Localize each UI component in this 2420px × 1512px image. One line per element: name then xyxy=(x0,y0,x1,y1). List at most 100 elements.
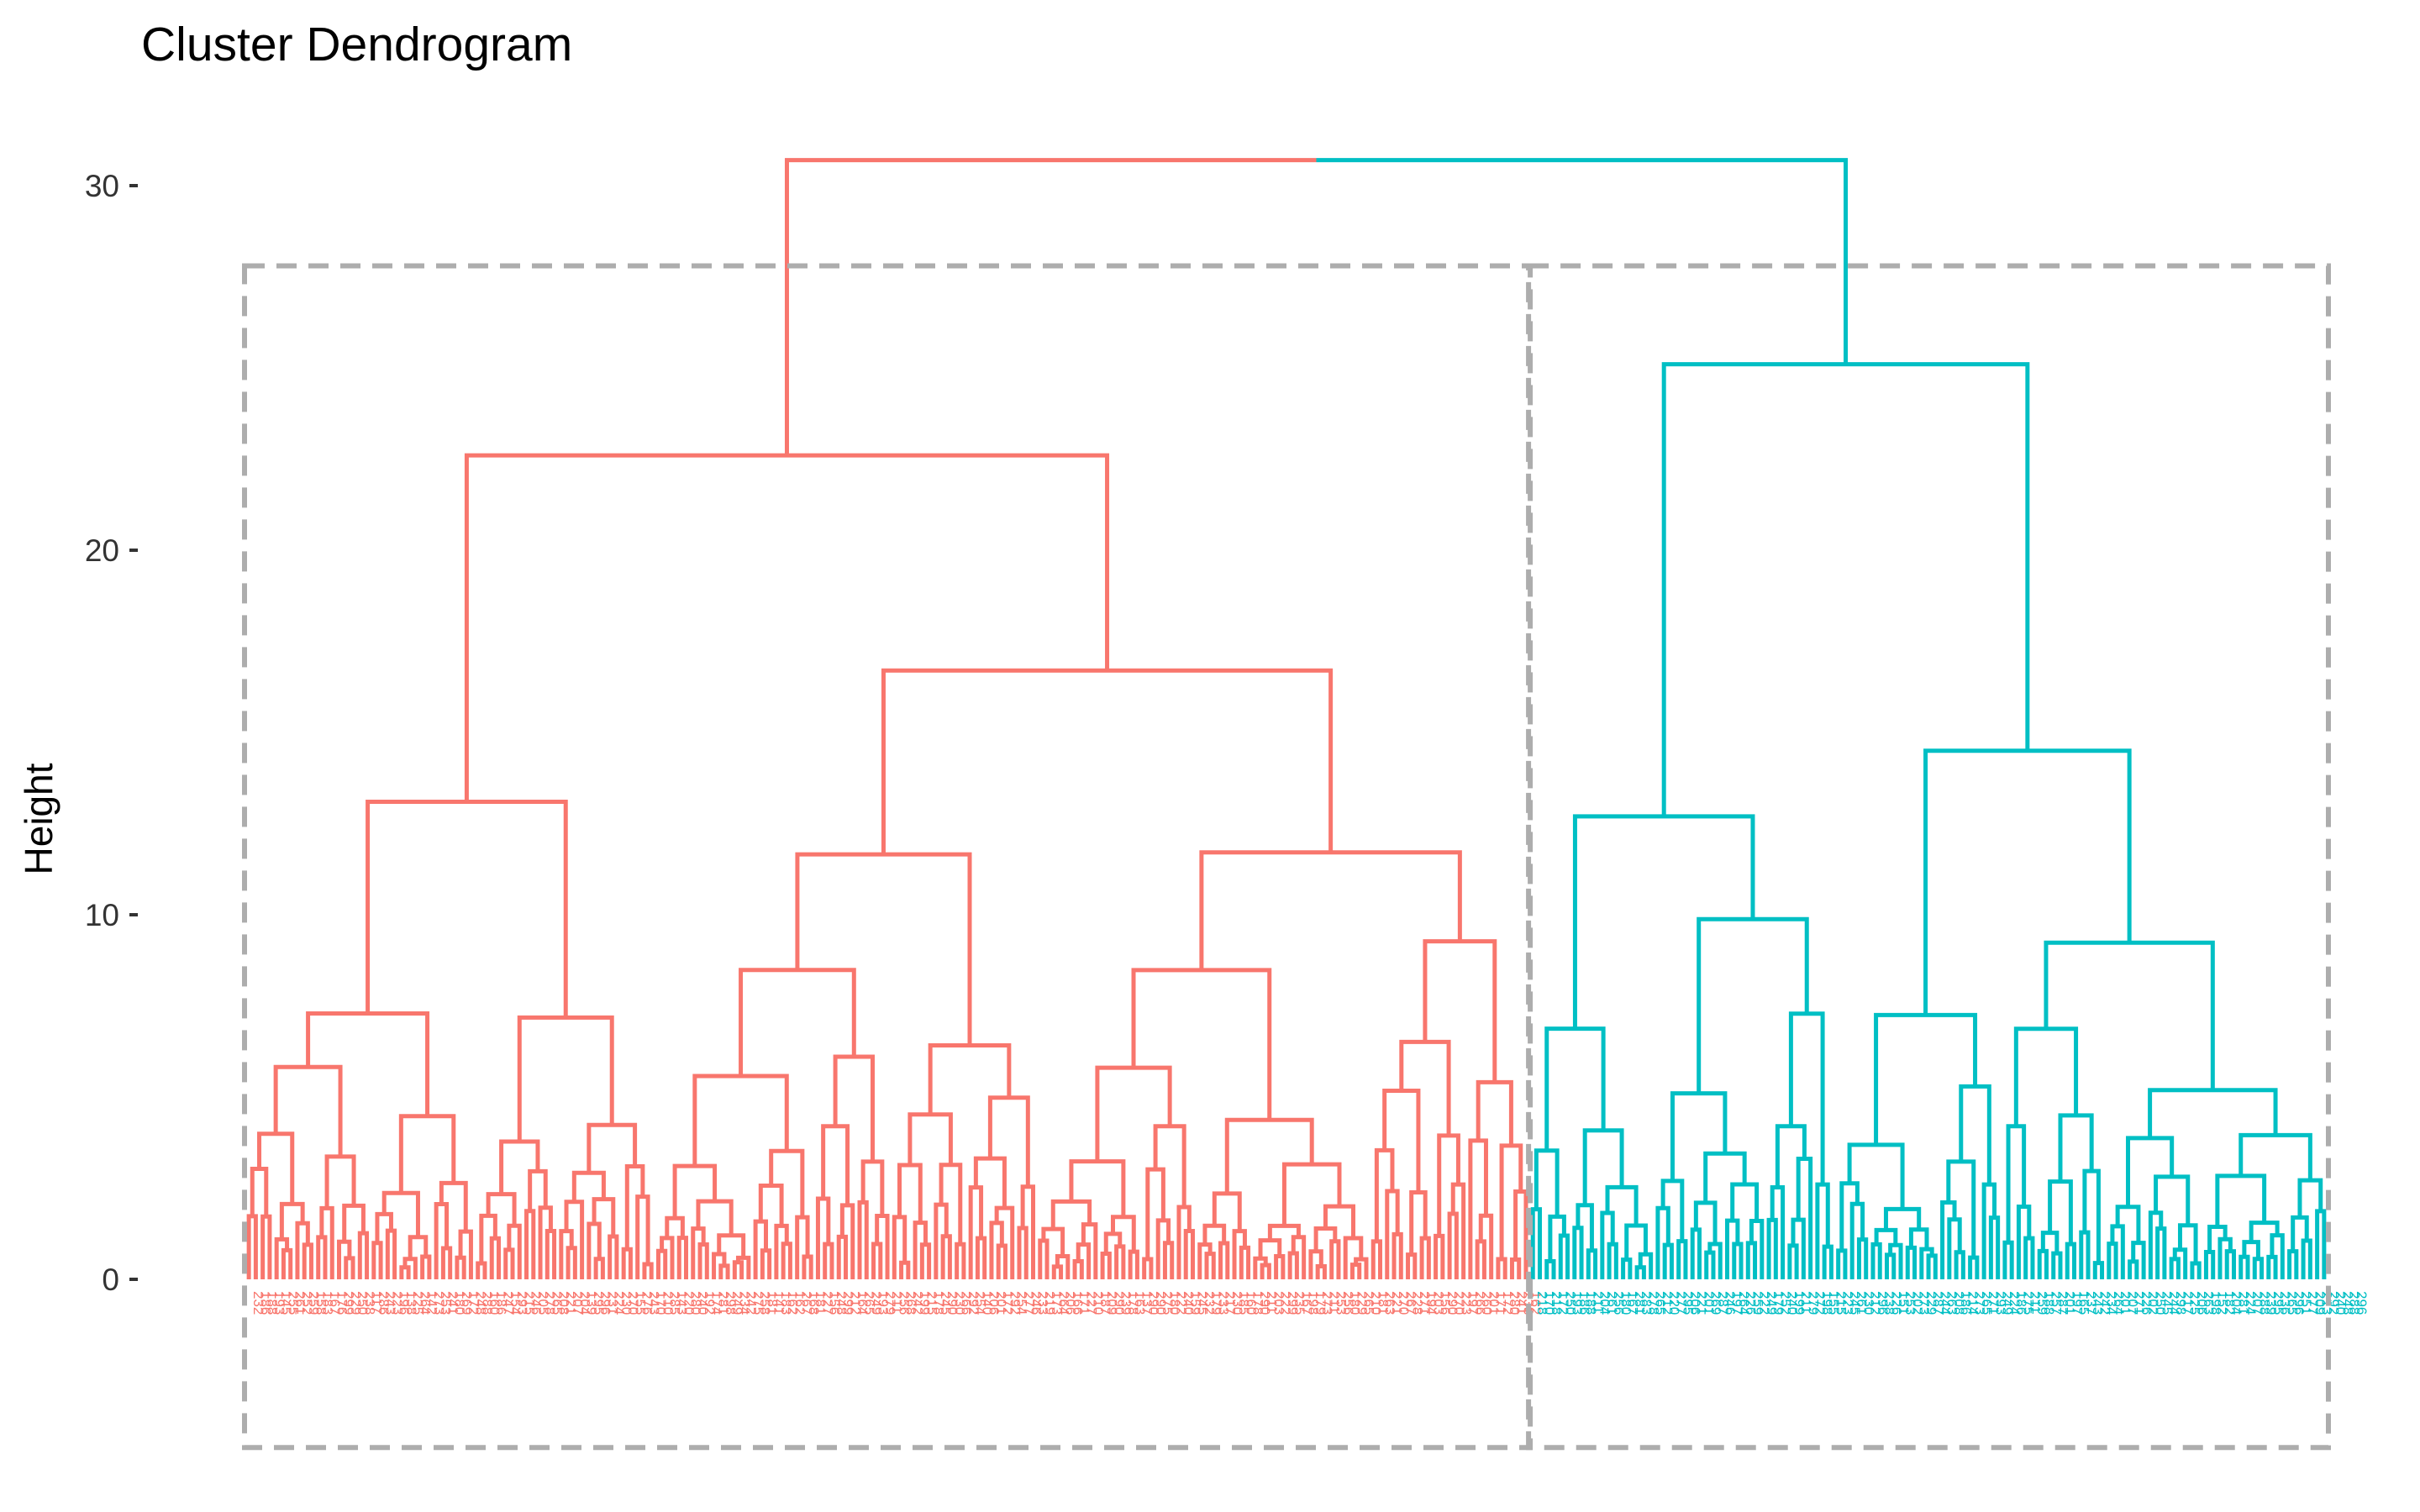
tree-link xyxy=(324,1154,356,1209)
tree-link xyxy=(2287,1249,2299,1279)
leaf-label: 151 xyxy=(1896,1291,1912,1315)
leaf-label: 188 xyxy=(1583,1291,1599,1315)
leaf-label: 164 xyxy=(855,1291,871,1315)
leaf-label: 261 xyxy=(292,1291,308,1315)
leaf-label: 270 xyxy=(625,1291,641,1315)
tree-link xyxy=(1197,1242,1213,1279)
tree-link xyxy=(802,1254,813,1279)
tree-link xyxy=(1509,1257,1522,1279)
leaf-label: 178 xyxy=(1125,1291,1141,1315)
tree-link xyxy=(1437,1133,1460,1236)
tree-link xyxy=(2270,1233,2285,1279)
tree-link xyxy=(2169,1257,2181,1279)
tree-link xyxy=(524,1209,536,1279)
y-tick-label: 0 xyxy=(102,1263,119,1297)
tree-link xyxy=(2242,1240,2260,1259)
leaf-label: 183 xyxy=(320,1291,336,1315)
leaf-label: 263 xyxy=(1382,1291,1398,1315)
tree-link xyxy=(366,799,568,1018)
leaf-label: 249 xyxy=(729,1291,745,1315)
leaf-label: 281 xyxy=(1632,1291,1648,1315)
tree-link xyxy=(476,1261,487,1279)
tree-link xyxy=(1605,1184,1639,1226)
tree-link xyxy=(665,1215,685,1238)
tree-link xyxy=(994,1205,1015,1279)
tree-link xyxy=(1946,1159,1976,1258)
leaf-label: 266 xyxy=(959,1291,975,1315)
tree-link xyxy=(1704,1250,1716,1279)
leaf-label: 279 xyxy=(882,1291,898,1315)
leaf-label: 215 xyxy=(923,1291,939,1315)
leaf-label: 171 xyxy=(1076,1291,1092,1315)
leaf-label: 240 xyxy=(695,1291,711,1315)
leaf-label: 234 xyxy=(736,1291,752,1315)
leaf-label: 170 xyxy=(1541,1291,1557,1315)
y-axis-label: Height xyxy=(17,763,60,874)
tree-link xyxy=(2224,1249,2236,1279)
leaf-label: 186 xyxy=(2013,1291,2029,1315)
leaf-label: 212 xyxy=(1660,1291,1676,1315)
leaf-label: 235 xyxy=(1292,1291,1307,1315)
tree-link xyxy=(1145,1167,1165,1259)
tree-link xyxy=(781,1242,792,1279)
leaf-label: 206 xyxy=(2194,1291,2210,1315)
tree-link xyxy=(928,1042,1012,1115)
tree-link xyxy=(2252,1257,2265,1279)
leaf-label: 137 xyxy=(1139,1291,1155,1315)
leaf-label: 156 xyxy=(827,1291,843,1315)
leaf-label: 212 xyxy=(847,1291,863,1315)
tree-link xyxy=(489,1236,501,1279)
leaf-label: 293 xyxy=(1992,1291,2008,1315)
tree-link xyxy=(295,1221,310,1279)
cluster-2-merge xyxy=(1661,362,2030,816)
tree-link xyxy=(1770,1185,1786,1279)
tree-link xyxy=(676,1236,689,1279)
tree-link xyxy=(399,1265,411,1279)
tree-link xyxy=(2301,1238,2312,1279)
tree-link xyxy=(402,1257,418,1279)
leaf-label: 264 xyxy=(417,1291,433,1315)
tree-link xyxy=(823,1242,834,1279)
tree-link xyxy=(2266,1254,2278,1279)
leaf-label: 264 xyxy=(2111,1291,2127,1315)
leaf-label: 156 xyxy=(1438,1291,1454,1315)
tree-link xyxy=(739,968,856,1077)
leaf-label: 275 xyxy=(750,1291,766,1315)
leaf-label: 298 xyxy=(723,1291,739,1315)
leaf-label: 295 xyxy=(591,1291,607,1315)
tree-link xyxy=(2065,1242,2077,1279)
tree-link xyxy=(1038,1238,1050,1279)
leaf-label: 158 xyxy=(313,1291,329,1315)
leaf-label: 225 xyxy=(410,1291,426,1315)
leaf-label: 240 xyxy=(1785,1291,1801,1315)
leaf-label: 283 xyxy=(1639,1291,1655,1315)
leaf-label: 232 xyxy=(250,1291,266,1315)
tree-link xyxy=(1544,1026,1606,1151)
tree-link xyxy=(503,1247,515,1279)
leaf-label: 267 xyxy=(1402,1291,1418,1315)
tree-link xyxy=(566,1246,577,1279)
tree-link xyxy=(1409,1189,1428,1255)
leaf-label: 268 xyxy=(903,1291,919,1315)
tree-link xyxy=(871,1242,883,1279)
leaf-label: 249 xyxy=(2000,1291,2016,1315)
tree-link xyxy=(1839,1181,1860,1251)
tree-link xyxy=(996,1243,1007,1279)
tree-link xyxy=(1100,1252,1112,1279)
tree-link xyxy=(608,1234,619,1279)
leaf-label: 276 xyxy=(639,1291,655,1315)
tree-link xyxy=(2155,1226,2167,1279)
tree-link xyxy=(1131,968,1272,1121)
tree-link xyxy=(1051,1264,1064,1279)
leaf-label: 142 xyxy=(424,1291,440,1315)
leaf-label: 203 xyxy=(1430,1291,1446,1315)
leaf-label: 223 xyxy=(389,1291,405,1315)
tree-link xyxy=(1534,1148,1560,1217)
y-axis: 0 10 20 30 xyxy=(85,169,138,1297)
leaf-label: 250 xyxy=(355,1291,371,1315)
leaf-label: 206 xyxy=(1063,1291,1079,1315)
leaf-label: 250 xyxy=(2152,1291,2168,1315)
leaf-label: 221 xyxy=(1694,1291,1710,1315)
tree-link xyxy=(1766,1217,1778,1279)
leaf-label: 295 xyxy=(1681,1291,1697,1315)
